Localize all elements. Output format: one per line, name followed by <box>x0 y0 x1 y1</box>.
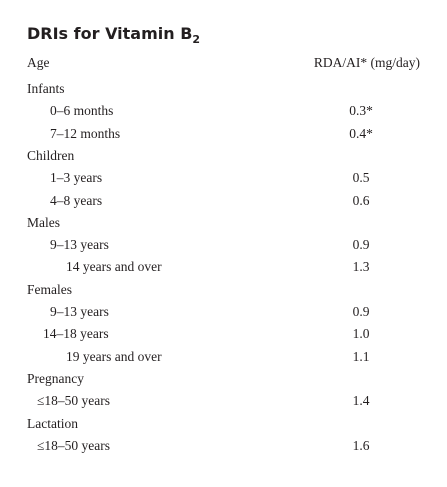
value-cell: 0.4* <box>349 125 373 141</box>
value-cell: 0.3* <box>349 103 373 119</box>
group-label: Males <box>27 214 60 230</box>
age-cell: 9–13 years <box>50 237 109 253</box>
age-cell: 9–13 years <box>50 304 109 319</box>
value-cell: 0.9 <box>352 304 370 319</box>
value-cell: 1.6 <box>352 437 370 453</box>
title-subscript: 2 <box>192 33 201 47</box>
value-cell: 1.1 <box>352 348 370 364</box>
group-label: Infants <box>27 81 65 96</box>
age-cell: 0–6 months <box>50 103 114 119</box>
group-label: Children <box>27 147 75 163</box>
value-cell: 1.0 <box>352 326 370 342</box>
group-label: Lactation <box>27 415 78 431</box>
age-cell: 19 years and over <box>66 348 162 364</box>
column-header: RDA/AI* (mg/day) <box>313 55 420 70</box>
age-cell: ≤18–50 years <box>37 437 111 453</box>
age-cell: 4–8 years <box>50 192 103 208</box>
age-cell: ≤18–50 years <box>37 393 111 409</box>
value-cell: 0.5 <box>352 170 370 186</box>
age-cell: 1–3 years <box>50 170 103 186</box>
age-cell: 14–18 years <box>43 326 109 342</box>
value-cell: 1.3 <box>352 259 370 275</box>
title: DRIs for Vitamin B2 <box>27 24 200 50</box>
age-cell: 7–12 months <box>50 125 121 141</box>
group-label: Females <box>27 281 72 297</box>
value-cell: 0.6 <box>352 192 370 208</box>
age-cell: 14 years and over <box>66 259 162 275</box>
column-header: Age <box>27 55 50 70</box>
value-cell: 0.9 <box>352 237 370 253</box>
title-text: DRIs for Vitamin B <box>27 24 193 43</box>
group-label: Pregnancy <box>27 370 84 386</box>
value-cell: 1.4 <box>352 393 370 409</box>
